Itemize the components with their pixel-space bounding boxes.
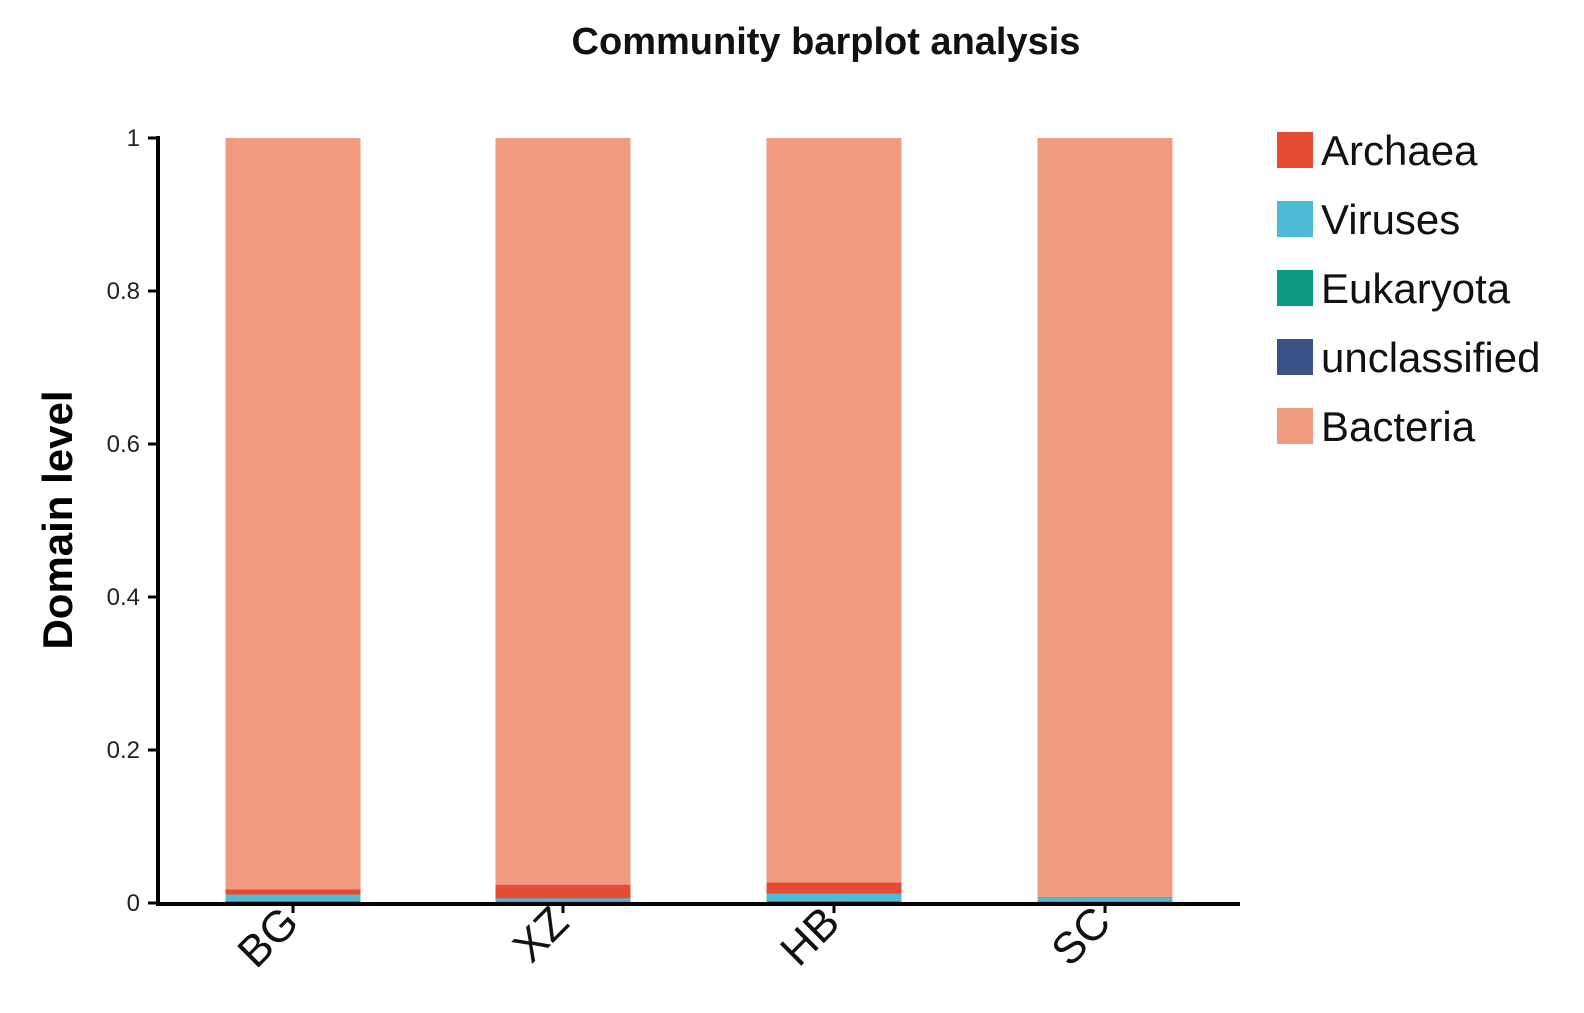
legend-swatch-eukaryota [1277,270,1313,306]
legend: Archaea Viruses Eukaryota unclassified Bacte… [1277,127,1540,450]
x-tick-label: XZ [504,897,578,971]
legend-label-unclassified: unclassified [1321,334,1540,381]
chart-title: Community barplot analysis [572,21,1081,63]
bar-sc-bacteria [1037,138,1173,897]
bar-xz-viruses [495,898,631,902]
y-tick-label: 1 [127,125,140,152]
bar-hb-eukaryota [766,900,902,903]
y-axis-label: Domain level [34,390,81,649]
x-axis: BG XZ HB SC [228,897,1120,977]
y-tick-label: 0.8 [107,278,140,305]
bar-bg-bacteria [225,138,361,890]
plot-area [225,138,1173,903]
legend-swatch-viruses [1277,201,1313,237]
y-axis: 0 0.2 0.4 0.6 0.8 1 [107,125,158,917]
bar-sc-viruses [1037,897,1173,902]
bar-xz-archaea [495,884,631,899]
bar-sc-eukaryota [1037,901,1173,903]
bar-sc-archaea [1037,896,1173,898]
x-tick-label: HB [771,897,849,975]
y-tick-label: 0 [127,890,140,917]
bar-hb-viruses [766,893,902,901]
bar-bg-viruses [225,894,361,901]
legend-label-viruses: Viruses [1321,196,1460,243]
legend-label-bacteria: Bacteria [1321,403,1476,450]
y-tick-label: 0.6 [107,431,140,458]
bar-bg-archaea [225,889,361,895]
bar-xz-eukaryota [495,901,631,903]
legend-swatch-bacteria [1277,408,1313,444]
bar-bg-eukaryota [225,900,361,903]
bar-hb-bacteria [766,138,902,883]
y-tick-label: 0.2 [107,737,140,764]
legend-swatch-unclassified [1277,339,1313,375]
bar-hb-archaea [766,882,902,894]
x-tick-label: BG [228,897,308,977]
legend-label-archaea: Archaea [1321,127,1478,174]
y-tick-label: 0.4 [107,584,140,611]
bar-xz-bacteria [495,138,631,885]
x-tick-label: SC [1042,897,1120,975]
legend-swatch-archaea [1277,132,1313,168]
legend-label-eukaryota: Eukaryota [1321,265,1511,312]
